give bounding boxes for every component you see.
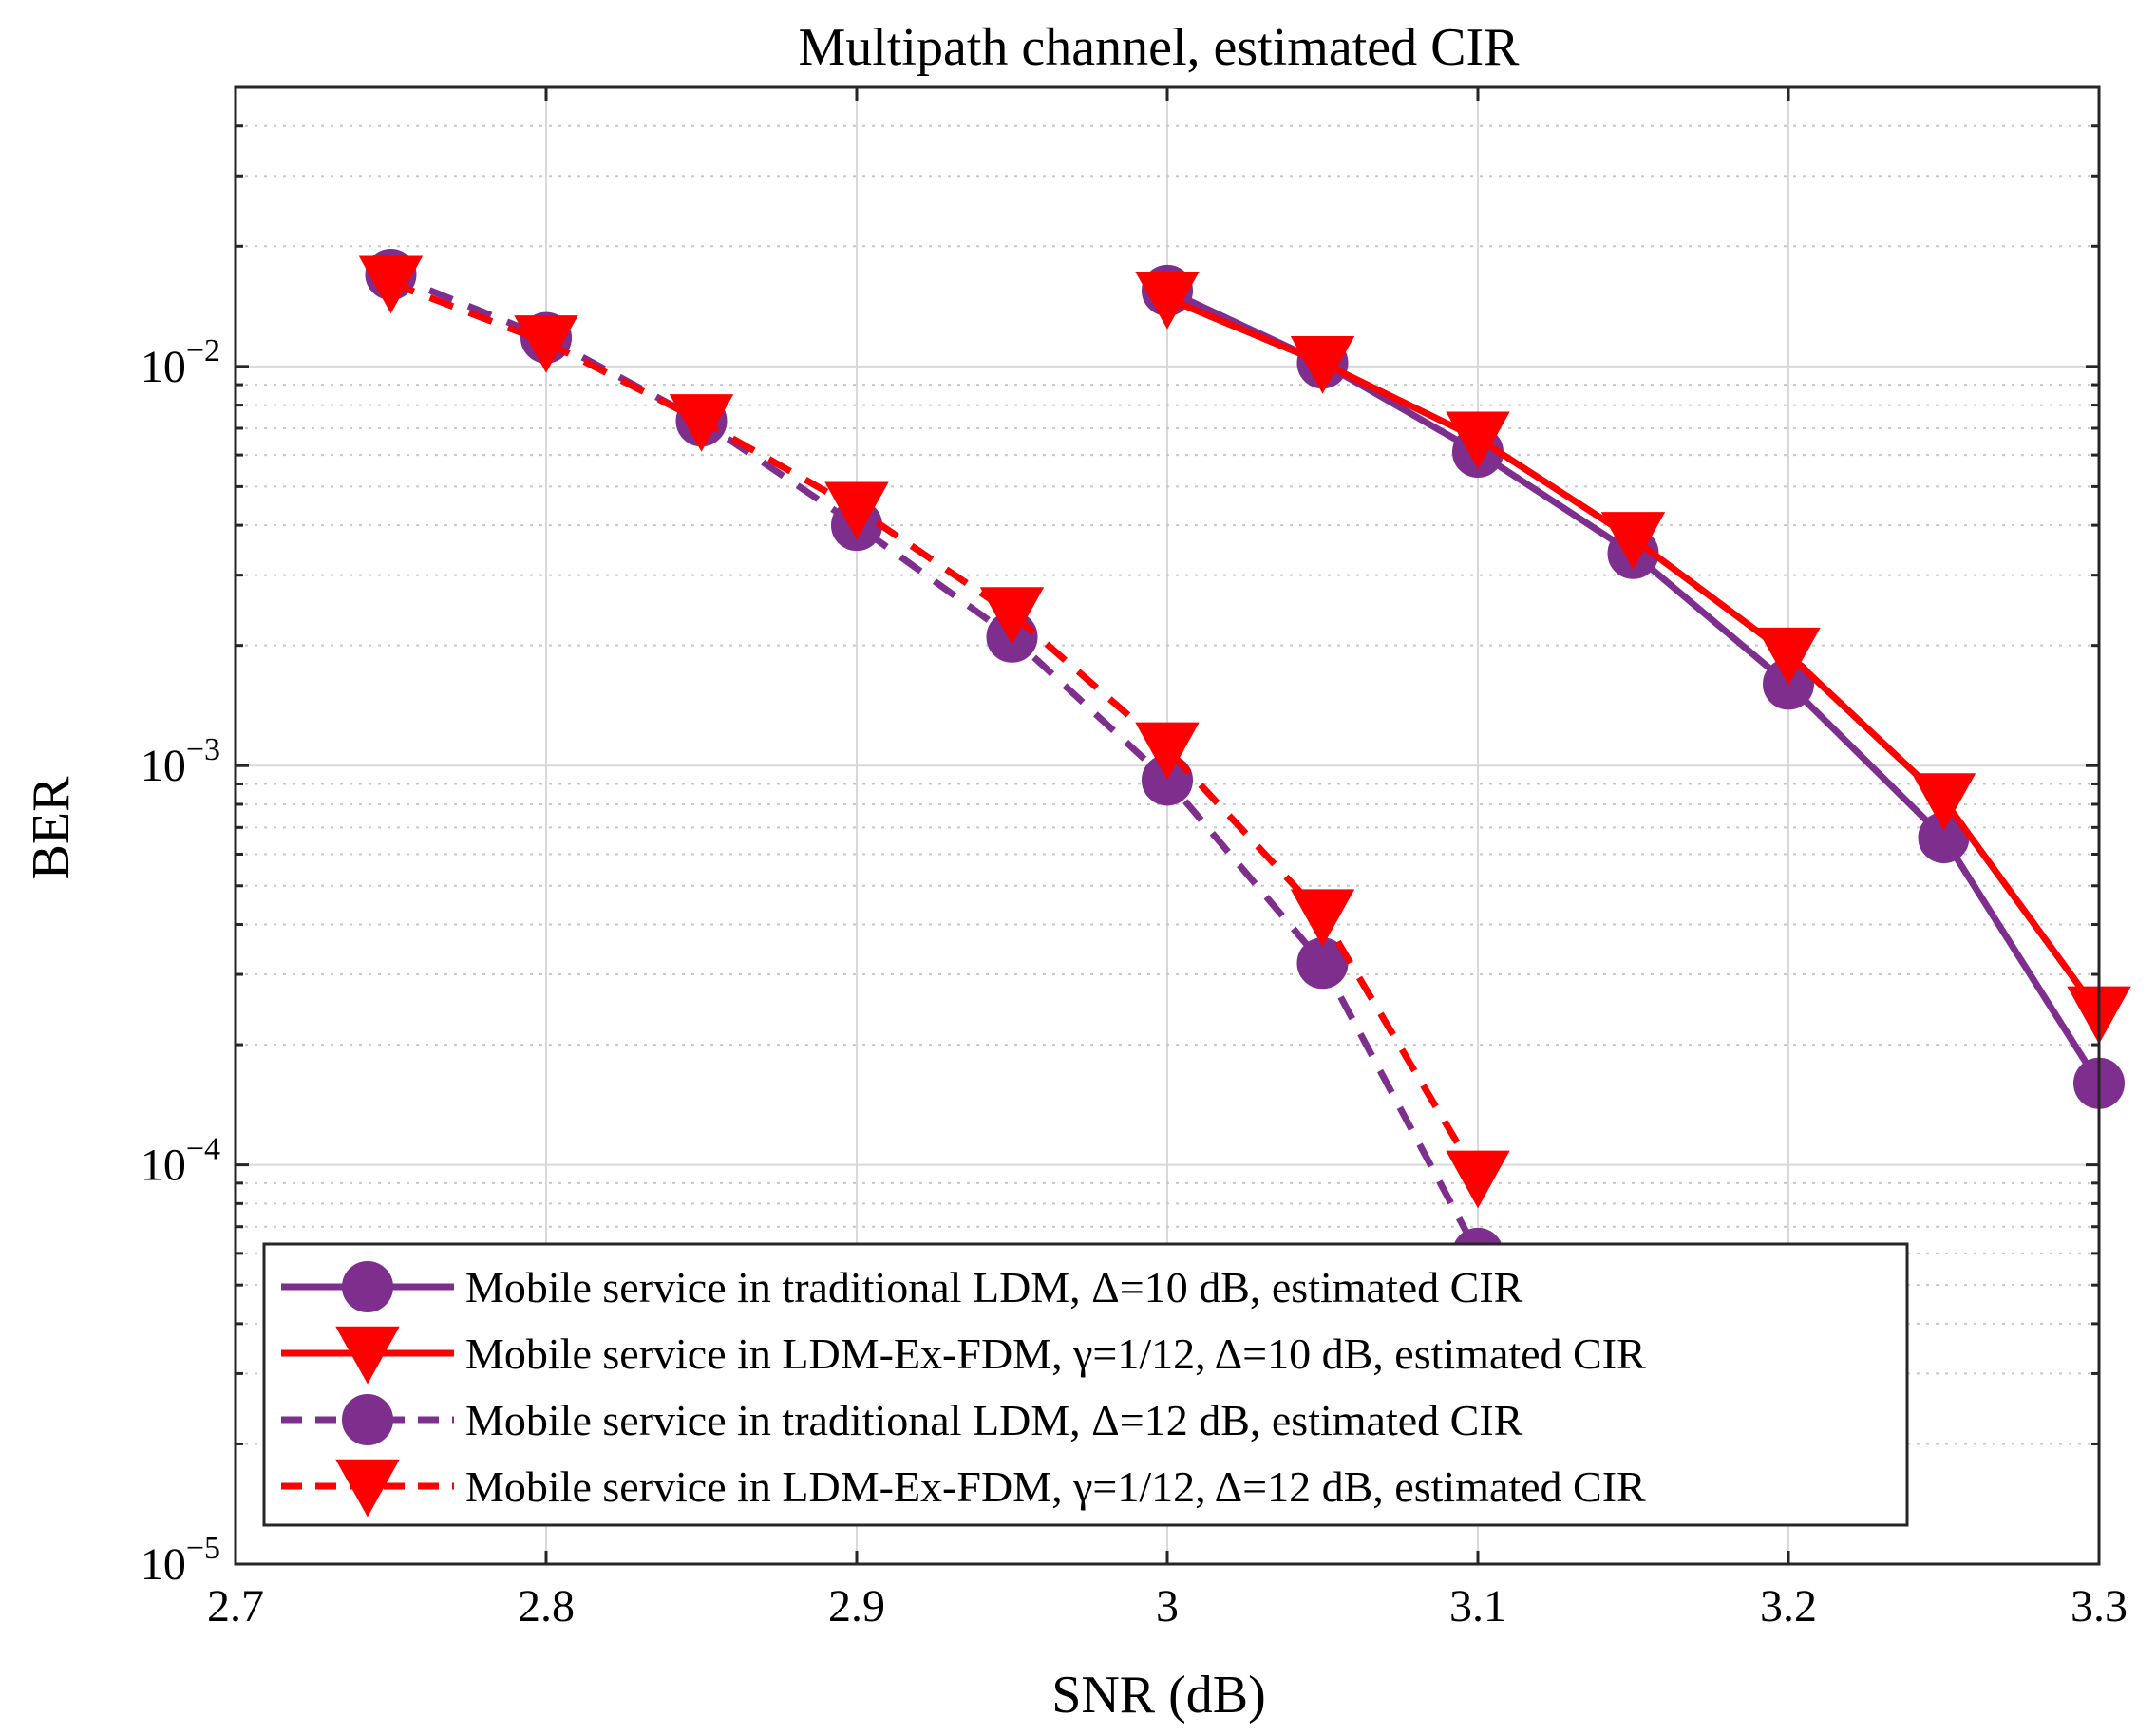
x-tick-label: 3.3 bbox=[2071, 1581, 2128, 1631]
data-point bbox=[1290, 889, 1355, 948]
data-point bbox=[1756, 627, 1821, 686]
y-tick-label: 10−3 bbox=[141, 732, 220, 791]
legend-entry: Mobile service in LDM-Ex-FDM, γ=1/12, Δ=… bbox=[281, 1459, 1646, 1518]
x-tick-label: 2.9 bbox=[828, 1581, 885, 1631]
data-point bbox=[1600, 512, 1666, 570]
legend: Mobile service in traditional LDM, Δ=10 … bbox=[262, 1242, 1909, 1527]
legend-label: Mobile service in LDM-Ex-FDM, γ=1/12, Δ=… bbox=[465, 1330, 1646, 1378]
y-tick-label: 10−2 bbox=[141, 333, 220, 392]
series-4 bbox=[358, 255, 1510, 1209]
data-point bbox=[1290, 336, 1355, 394]
x-tick-label: 3.1 bbox=[1449, 1581, 1506, 1631]
data-point bbox=[669, 394, 734, 452]
data-point bbox=[1446, 1150, 1510, 1209]
series-3 bbox=[365, 248, 1504, 1279]
ticks: 2.7 2.8 2.9 3 3.1 3.2 3.3 10−2 10−3 10−4 10−5 bbox=[141, 85, 2128, 1631]
series-2 bbox=[1135, 272, 2131, 1045]
legend-box bbox=[262, 1242, 1909, 1527]
legend-marker bbox=[342, 1261, 393, 1312]
x-tick-label: 3 bbox=[1156, 1581, 1179, 1631]
chart-title: Multipath channel, estimated CIR bbox=[799, 18, 1521, 77]
series-line bbox=[389, 271, 1482, 1255]
y-tick-label: 10−4 bbox=[141, 1132, 220, 1191]
legend-marker bbox=[335, 1326, 400, 1385]
data-point bbox=[1135, 722, 1200, 781]
data-point bbox=[1135, 272, 1200, 330]
x-tick-label: 2.7 bbox=[207, 1581, 264, 1631]
legend-marker bbox=[335, 1459, 400, 1518]
legend-label: Mobile service in traditional LDM, Δ=12 … bbox=[465, 1396, 1523, 1444]
legend-label: Mobile service in LDM-Ex-FDM, γ=1/12, Δ=… bbox=[465, 1462, 1646, 1511]
data-point bbox=[514, 315, 578, 373]
data-point bbox=[1446, 411, 1510, 470]
data-point bbox=[979, 587, 1045, 645]
series-layer bbox=[358, 248, 2131, 1279]
legend-label: Mobile service in traditional LDM, Δ=10 … bbox=[465, 1263, 1523, 1311]
x-tick-label: 3.2 bbox=[1760, 1581, 1817, 1631]
series-1 bbox=[1142, 264, 2125, 1109]
y-tick-label: 10−5 bbox=[141, 1531, 220, 1590]
series-line bbox=[389, 279, 1482, 1179]
legend-entry: Mobile service in traditional LDM, Δ=12 … bbox=[281, 1394, 1523, 1445]
x-axis-label: SNR (dB) bbox=[1051, 1666, 1266, 1725]
legend-entry: Mobile service in traditional LDM, Δ=10 … bbox=[281, 1261, 1523, 1312]
x-tick-label: 2.8 bbox=[518, 1581, 575, 1631]
data-point bbox=[1911, 773, 1976, 831]
legend-marker bbox=[342, 1394, 393, 1445]
legend-entry: Mobile service in LDM-Ex-FDM, γ=1/12, Δ=… bbox=[281, 1326, 1646, 1385]
data-point bbox=[824, 481, 889, 540]
data-point bbox=[358, 255, 424, 314]
y-axis-label: BER bbox=[22, 776, 81, 880]
